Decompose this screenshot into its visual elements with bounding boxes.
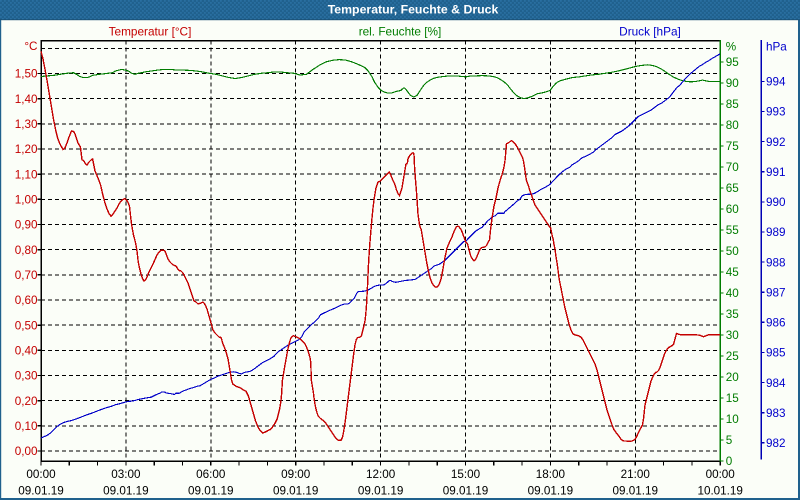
- svg-text:0: 0: [726, 455, 733, 468]
- svg-text:25: 25: [726, 350, 740, 363]
- svg-text:0,30: 0,30: [15, 370, 38, 383]
- svg-text:1,40: 1,40: [15, 93, 38, 106]
- svg-text:986: 986: [766, 317, 786, 330]
- svg-text:90: 90: [726, 77, 740, 90]
- svg-text:03:00: 03:00: [111, 468, 141, 481]
- svg-text:982: 982: [766, 437, 786, 450]
- svg-text:993: 993: [766, 106, 786, 119]
- svg-text:987: 987: [766, 286, 786, 299]
- svg-text:988: 988: [766, 256, 786, 269]
- svg-text:18:00: 18:00: [536, 468, 566, 481]
- svg-text:5: 5: [726, 434, 733, 447]
- svg-text:09.01.19: 09.01.19: [103, 484, 149, 497]
- svg-text:85: 85: [726, 98, 740, 111]
- svg-text:rel. Feuchte [%]: rel. Feuchte [%]: [359, 24, 442, 38]
- svg-text:0,10: 0,10: [15, 420, 38, 433]
- svg-text:15: 15: [726, 392, 740, 405]
- svg-text:09.01.19: 09.01.19: [273, 484, 319, 497]
- svg-text:0,80: 0,80: [15, 244, 38, 257]
- svg-text:00:00: 00:00: [706, 468, 736, 481]
- svg-text:985: 985: [766, 347, 786, 360]
- svg-text:984: 984: [766, 377, 786, 390]
- svg-text:990: 990: [766, 196, 786, 209]
- svg-text:10.01.19: 10.01.19: [697, 484, 743, 497]
- svg-text:989: 989: [766, 226, 786, 239]
- svg-text:992: 992: [766, 136, 786, 149]
- svg-text:0,20: 0,20: [15, 395, 38, 408]
- svg-text:1,00: 1,00: [15, 194, 38, 207]
- svg-text:40: 40: [726, 287, 740, 300]
- svg-text:1,10: 1,10: [15, 168, 38, 181]
- svg-text:Druck [hPa]: Druck [hPa]: [619, 24, 681, 38]
- svg-text:15:00: 15:00: [451, 468, 481, 481]
- svg-text:hPa: hPa: [766, 41, 787, 54]
- svg-text:Temperatur, Feuchte & Druck: Temperatur, Feuchte & Druck: [328, 3, 499, 17]
- svg-text:20: 20: [726, 371, 740, 384]
- svg-text:10: 10: [726, 413, 740, 426]
- svg-text:75: 75: [726, 140, 740, 153]
- svg-text:°C: °C: [24, 40, 37, 53]
- svg-text:12:00: 12:00: [366, 468, 396, 481]
- svg-text:1,20: 1,20: [15, 143, 38, 156]
- svg-text:983: 983: [766, 407, 786, 420]
- svg-text:991: 991: [766, 166, 786, 179]
- svg-text:55: 55: [726, 224, 740, 237]
- svg-text:09.01.19: 09.01.19: [613, 484, 659, 497]
- svg-text:09.01.19: 09.01.19: [18, 484, 64, 497]
- svg-text:80: 80: [726, 119, 740, 132]
- svg-text:09.01.19: 09.01.19: [443, 484, 489, 497]
- svg-text:70: 70: [726, 161, 740, 174]
- svg-text:06:00: 06:00: [196, 468, 226, 481]
- svg-text:09.01.19: 09.01.19: [188, 484, 234, 497]
- svg-text:0,50: 0,50: [15, 319, 38, 332]
- svg-text:994: 994: [766, 76, 786, 89]
- svg-text:1,30: 1,30: [15, 118, 38, 131]
- svg-text:1,50: 1,50: [15, 68, 38, 81]
- svg-text:0,00: 0,00: [15, 445, 38, 458]
- svg-text:Temperatur [°C]: Temperatur [°C]: [109, 24, 192, 38]
- svg-text:00:00: 00:00: [26, 468, 56, 481]
- svg-text:09.01.19: 09.01.19: [528, 484, 574, 497]
- svg-text:50: 50: [726, 245, 740, 258]
- svg-text:0,90: 0,90: [15, 219, 38, 232]
- svg-text:21:00: 21:00: [621, 468, 651, 481]
- svg-text:09.01.19: 09.01.19: [358, 484, 404, 497]
- svg-text:65: 65: [726, 182, 740, 195]
- svg-text:09:00: 09:00: [281, 468, 311, 481]
- svg-text:30: 30: [726, 329, 740, 342]
- svg-text:0,70: 0,70: [15, 269, 38, 282]
- svg-text:0,60: 0,60: [15, 294, 38, 307]
- svg-text:0,40: 0,40: [15, 345, 38, 358]
- svg-text:%: %: [726, 41, 736, 54]
- svg-text:95: 95: [726, 56, 740, 69]
- svg-text:35: 35: [726, 308, 740, 321]
- svg-text:45: 45: [726, 266, 740, 279]
- svg-text:60: 60: [726, 203, 740, 216]
